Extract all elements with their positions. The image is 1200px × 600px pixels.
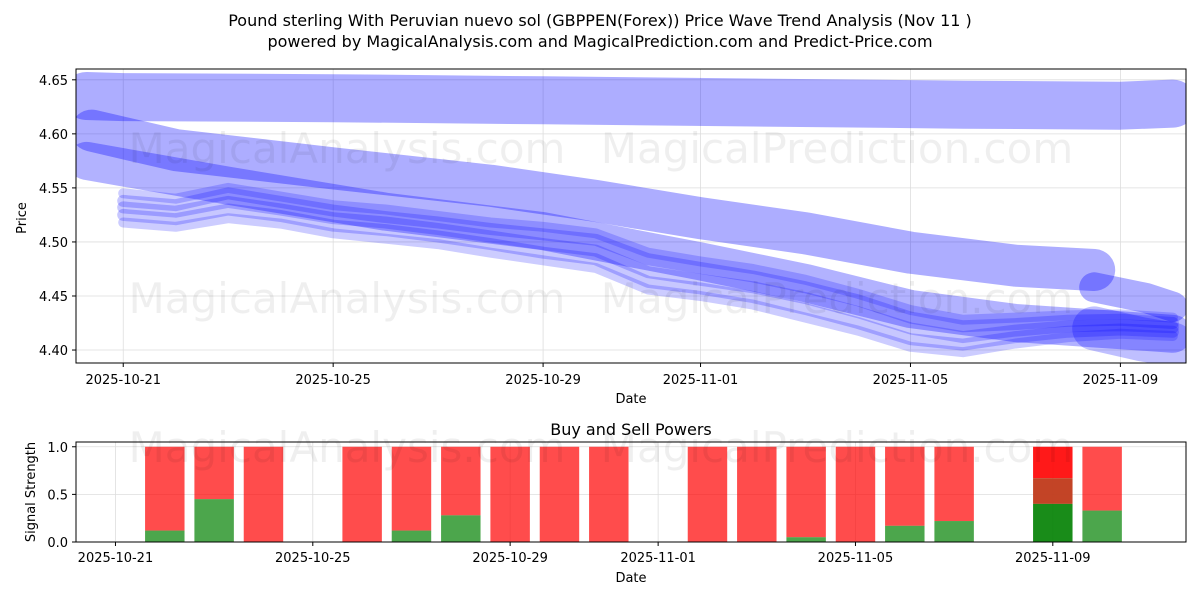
bottom-x-tick-label: 2025-11-01 bbox=[620, 551, 696, 566]
buy-bar bbox=[786, 537, 826, 542]
top-x-tick-label: 2025-11-05 bbox=[873, 373, 949, 388]
watermark-prediction-3: MagicalPrediction.com bbox=[601, 423, 1074, 472]
top-y-tick-label: 4.55 bbox=[39, 182, 68, 197]
watermark-prediction-2: MagicalPrediction.com bbox=[601, 274, 1074, 323]
sell-bar bbox=[1082, 446, 1122, 511]
wave-core-4 bbox=[118, 182, 1178, 325]
sell-bar bbox=[1033, 446, 1073, 479]
buy-bar bbox=[145, 530, 185, 542]
bottom-chart-title: Buy and Sell Powers bbox=[550, 420, 712, 439]
wave-top-band bbox=[76, 72, 1186, 130]
top-y-tick-label: 4.40 bbox=[39, 344, 68, 359]
signal-bars bbox=[145, 446, 1122, 542]
watermark-prediction-1: MagicalPrediction.com bbox=[601, 124, 1074, 173]
buy-bar bbox=[934, 521, 974, 542]
top-plot-frame bbox=[75, 68, 1187, 364]
buy-bar bbox=[1082, 510, 1122, 542]
bottom-plot-frame bbox=[75, 441, 1187, 543]
top-x-tick-label: 2025-11-01 bbox=[663, 373, 739, 388]
top-y-tick-label: 4.50 bbox=[39, 236, 68, 251]
buy-bar bbox=[885, 525, 925, 542]
bottom-y-axis-label: Signal Strength bbox=[24, 442, 39, 542]
top-gridlines bbox=[76, 69, 1186, 363]
bottom-x-tick-label: 2025-10-21 bbox=[78, 551, 154, 566]
bottom-watermarks: MagicalAnalysis.com MagicalPrediction.co… bbox=[129, 423, 1074, 472]
top-x-tick-label: 2025-10-25 bbox=[295, 373, 371, 388]
wave-core-2 bbox=[117, 187, 1179, 333]
sell-bar bbox=[391, 446, 432, 531]
top-axes: 4.40 4.45 4.50 4.55 4.60 4.65 2025-10-21 2025-1… bbox=[39, 74, 1158, 388]
sell-bar bbox=[243, 446, 284, 542]
sell-bar bbox=[885, 446, 925, 526]
sell-bar bbox=[342, 446, 382, 542]
top-x-axis-label: Date bbox=[615, 392, 646, 407]
sell-bar bbox=[589, 446, 629, 542]
top-x-tick-label: 2025-10-21 bbox=[85, 373, 161, 388]
chart-title-line1: Pound sterling With Peruvian nuevo sol (… bbox=[228, 11, 972, 30]
sell-bar bbox=[737, 446, 777, 542]
sell-bar bbox=[835, 446, 876, 542]
bottom-axes: 0.0 0.5 1.0 2025-10-21 2025-10-25 2025-10-29 2… bbox=[47, 441, 1090, 566]
chart-title-line2: powered by MagicalAnalysis.com and Magic… bbox=[267, 32, 932, 51]
sell-bar bbox=[490, 446, 530, 542]
buy-bar bbox=[194, 499, 234, 542]
bottom-x-tick-label: 2025-11-09 bbox=[1015, 551, 1091, 566]
bottom-y-tick-label: 0.0 bbox=[47, 536, 68, 551]
top-x-tick-label: 2025-10-29 bbox=[505, 373, 581, 388]
sell-bar bbox=[539, 446, 580, 542]
bottom-x-tick-label: 2025-10-25 bbox=[275, 551, 351, 566]
top-y-axis-label: Price bbox=[15, 202, 30, 234]
bottom-y-tick-label: 1.0 bbox=[47, 441, 68, 456]
watermark-analysis-3: MagicalAnalysis.com bbox=[129, 423, 566, 472]
wave-upper-band bbox=[76, 109, 1116, 291]
wave-right-end bbox=[1072, 306, 1186, 363]
sell-bar bbox=[687, 446, 728, 542]
top-y-tick-label: 4.60 bbox=[39, 128, 68, 143]
top-y-tick-label: 4.45 bbox=[39, 290, 68, 305]
top-watermarks: MagicalAnalysis.com MagicalPrediction.co… bbox=[129, 124, 1074, 323]
buy-bar bbox=[391, 530, 432, 542]
wave-core-5 bbox=[118, 213, 1178, 358]
sell-bar bbox=[934, 446, 974, 522]
watermark-analysis-2: MagicalAnalysis.com bbox=[129, 274, 566, 323]
wave-wide-trend bbox=[76, 141, 1186, 353]
bottom-x-axis-label: Date bbox=[615, 571, 646, 586]
sell-bar bbox=[194, 446, 234, 500]
bottom-y-tick-label: 0.5 bbox=[47, 488, 68, 503]
sell-bar-strong bbox=[1033, 478, 1073, 504]
watermark-analysis-1: MagicalAnalysis.com bbox=[129, 124, 566, 173]
wave-core-3 bbox=[117, 203, 1179, 351]
sell-bar bbox=[786, 446, 826, 538]
price-wave-bands bbox=[76, 72, 1186, 363]
sell-bar bbox=[145, 446, 185, 531]
sell-bar bbox=[441, 446, 481, 516]
wave-core-1 bbox=[117, 195, 1179, 344]
top-y-tick-label: 4.65 bbox=[39, 74, 68, 89]
buy-bar bbox=[441, 515, 481, 542]
wave-forecast-band bbox=[1079, 272, 1186, 322]
buy-bar bbox=[1033, 503, 1073, 542]
bottom-x-tick-label: 2025-10-29 bbox=[472, 551, 548, 566]
bottom-x-tick-label: 2025-11-05 bbox=[818, 551, 894, 566]
top-x-tick-label: 2025-11-09 bbox=[1083, 373, 1159, 388]
